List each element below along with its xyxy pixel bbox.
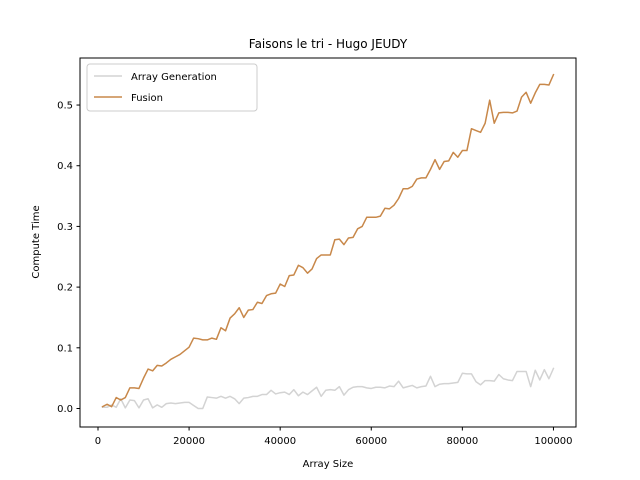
plot-frame (79, 57, 577, 428)
y-tick-label: 0.1 (57, 343, 73, 354)
x-axis-label: Array Size (303, 459, 354, 470)
y-tick-label: 0.5 (57, 101, 73, 112)
x-tick-label: 60000 (355, 436, 387, 447)
x-tick-label: 100000 (534, 436, 572, 447)
x-tick-label: 80000 (446, 436, 478, 447)
y-axis-label: Compute Time (31, 205, 42, 278)
series-line-fusion (101, 73, 555, 408)
x-tick-label: 40000 (264, 436, 296, 447)
legend: Array Generation Fusion (86, 63, 258, 112)
series-layer (101, 73, 555, 410)
y-tick-label: 0.4 (57, 161, 73, 172)
x-tick-label: 0 (95, 436, 101, 447)
legend-box (86, 63, 258, 112)
y-axis: 0.0 0.1 0.2 0.3 0.4 0.5 (57, 101, 80, 415)
y-tick-label: 0.2 (57, 283, 73, 294)
y-tick-label: 0.0 (57, 404, 73, 415)
y-tick-label: 0.3 (57, 222, 73, 233)
series-line-array-generation (101, 367, 555, 410)
x-tick-label: 20000 (173, 436, 205, 447)
legend-label-fusion: Fusion (131, 93, 163, 104)
x-axis: 0 20000 40000 60000 80000 100000 (95, 427, 573, 447)
legend-label-array-generation: Array Generation (131, 72, 217, 83)
chart-title: Faisons le tri - Hugo JEUDY (249, 37, 408, 51)
